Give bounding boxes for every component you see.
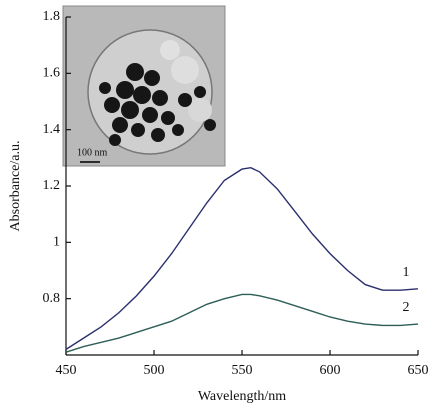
x-axis-label: Wavelength/nm	[198, 389, 286, 404]
y-tick-label: 1.6	[43, 66, 61, 81]
y-axis-label: Absorbance/a.u.	[8, 141, 23, 232]
y-tick-label: 1.2	[43, 178, 61, 193]
y-tick-label: 1.4	[43, 122, 61, 137]
line-series	[65, 293, 419, 353]
y-tick-label: 1.8	[43, 9, 61, 24]
y-tick-label: 1	[53, 235, 60, 250]
x-tick-label: 450	[56, 363, 77, 378]
inset-scale-label: 100 nm	[77, 147, 108, 158]
inset-image: 100 nm	[62, 5, 226, 167]
series-label: 2	[403, 300, 410, 315]
series-label: 1	[403, 265, 410, 280]
line-series	[65, 166, 419, 350]
y-tick-label: 0.8	[43, 291, 61, 306]
x-tick-label: 550	[232, 363, 253, 378]
x-tick-label: 650	[408, 363, 429, 378]
x-tick-label: 600	[320, 363, 341, 378]
x-tick-label: 500	[144, 363, 165, 378]
